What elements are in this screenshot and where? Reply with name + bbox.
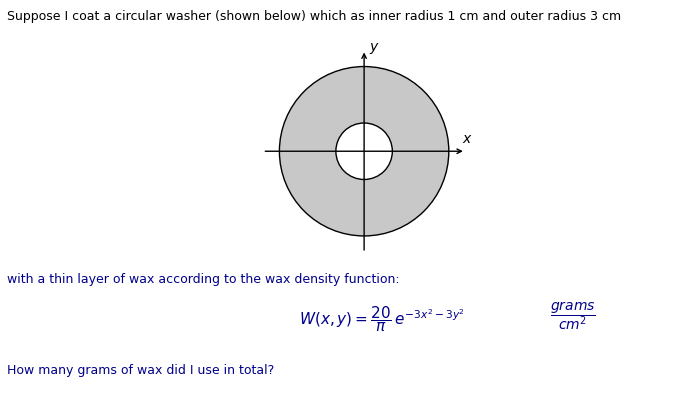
Text: $\dfrac{\mathit{grams}}{\mathit{cm}^2}$: $\dfrac{\mathit{grams}}{\mathit{cm}^2}$ (550, 299, 596, 332)
Text: Suppose I coat a circular washer (shown below) which as inner radius 1 cm and ou: Suppose I coat a circular washer (shown … (7, 10, 621, 23)
Circle shape (280, 66, 449, 236)
Text: How many grams of wax did I use in total?: How many grams of wax did I use in total… (7, 364, 274, 377)
Text: with a thin layer of wax according to the wax density function:: with a thin layer of wax according to th… (7, 273, 400, 286)
Text: $y$: $y$ (369, 41, 380, 56)
Text: $x$: $x$ (462, 132, 473, 146)
Circle shape (336, 123, 392, 179)
Text: $W(x, y) = \dfrac{20}{\pi}\,e^{-3x^2-3y^2}$: $W(x, y) = \dfrac{20}{\pi}\,e^{-3x^2-3y^… (299, 304, 464, 334)
